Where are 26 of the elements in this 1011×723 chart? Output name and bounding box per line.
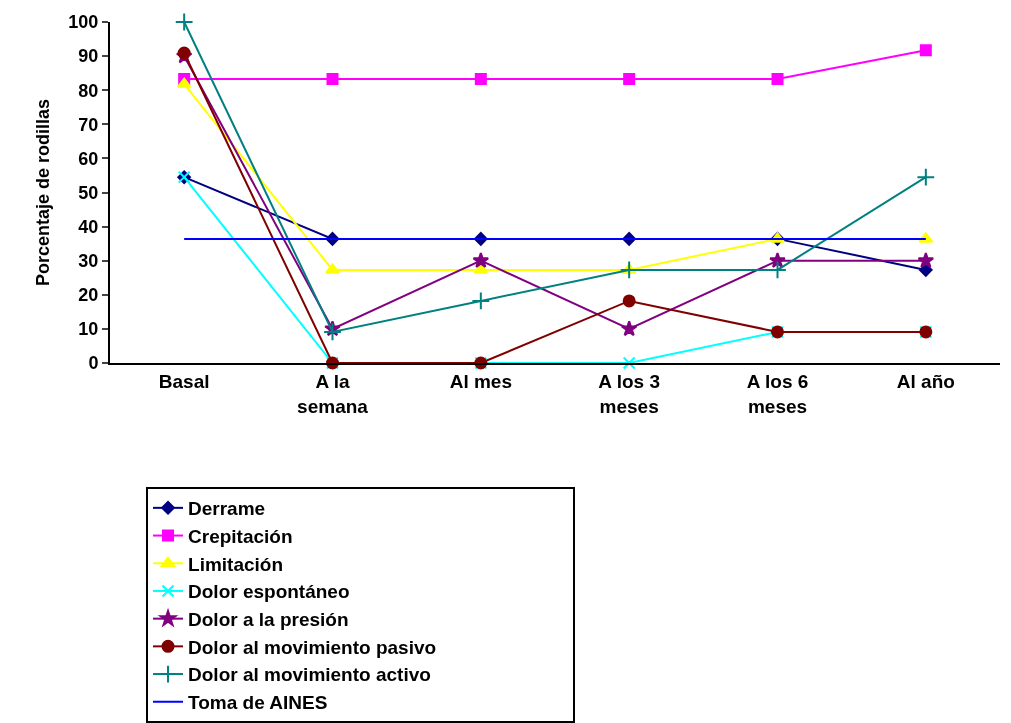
x-tick-label: A la semana [297,370,369,417]
x-tick-label: Al año [896,370,955,392]
y-tick-label: 20 [78,285,99,306]
y-tick-label: 30 [78,251,99,271]
y-tick-label: 90 [78,46,99,67]
legend-label: Dolor a la presión [188,609,349,631]
y-tick-label: 50 [78,182,99,203]
legend-label: Dolor espontáneo [188,581,350,603]
x-tick-label: Al mes [449,370,512,392]
x-tick-label: Basal [158,370,210,392]
y-tick-label: 0 [88,353,99,374]
legend-label: Limitación [188,553,284,575]
x-tick-label: A los 6 meses [746,370,809,417]
y-tick-label: 40 [78,216,99,237]
y-tick-label: 10 [78,319,99,340]
y-tick-label: 100 [68,12,99,33]
legend-label: Dolor al movimiento pasivo [188,636,437,658]
legend-label: Derrame [188,498,266,520]
x-tick-label: A los 3 meses [598,370,660,417]
y-tick-label: 70 [78,114,99,135]
legend-label: Crepitación [188,525,293,547]
y-tick-label: 60 [78,148,99,169]
legend-label: Dolor al movimiento activo [188,664,431,686]
y-tick-label: 80 [78,80,99,101]
legend-label: Toma de AINES [188,692,328,714]
y-axis-title: Porcentaje de rodillas [33,98,54,287]
